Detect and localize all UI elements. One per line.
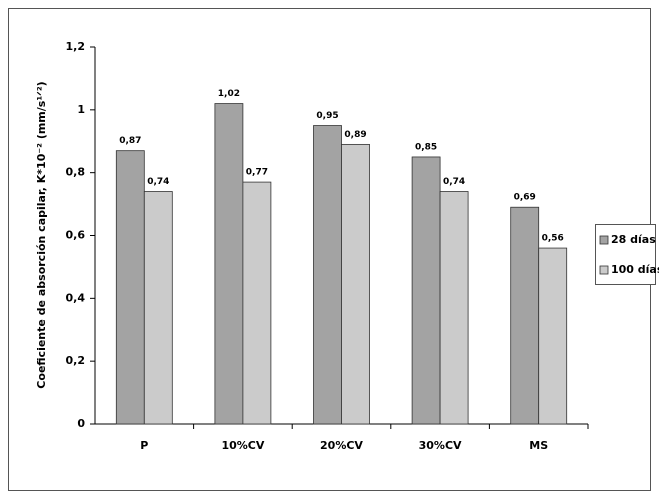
legend-label: 28 días <box>611 233 656 246</box>
bar <box>143 191 173 425</box>
legend <box>595 224 656 285</box>
bar <box>341 143 370 425</box>
bar <box>411 156 441 425</box>
y-tick-label: 1,2 <box>66 40 86 53</box>
y-tick-label: 0,8 <box>66 166 86 179</box>
y-tick-label: 0,2 <box>66 354 86 367</box>
value-label: 0,85 <box>415 142 437 152</box>
x-tick-label: MS <box>529 439 548 452</box>
bar <box>115 150 145 425</box>
bar <box>439 191 469 425</box>
y-tick-label: 0,4 <box>66 291 86 304</box>
x-tick-label: P <box>140 439 148 452</box>
value-label: 0,87 <box>119 136 141 146</box>
bar <box>214 103 244 425</box>
x-tick-label: 30%CV <box>419 439 462 452</box>
x-tick-label: 10%CV <box>221 439 264 452</box>
legend-swatch <box>599 265 609 275</box>
bar <box>510 206 540 425</box>
bar <box>538 247 568 425</box>
y-tick-label: 0,6 <box>66 229 86 242</box>
y-axis-label: Coeficiente de absorción capilar, K*10⁻²… <box>35 81 48 388</box>
bar <box>242 181 272 425</box>
value-label: 0,95 <box>316 111 338 121</box>
bar <box>313 125 342 425</box>
y-tick-label: 0 <box>77 417 85 430</box>
value-label: 0,74 <box>443 177 465 187</box>
legend-label: 100 días <box>611 263 659 276</box>
value-label: 0,74 <box>147 177 169 187</box>
value-label: 0,56 <box>542 234 564 244</box>
value-label: 0,77 <box>246 168 268 178</box>
value-label: 0,69 <box>514 193 536 203</box>
legend-swatch <box>599 235 609 245</box>
value-label: 1,02 <box>218 89 240 99</box>
y-tick-label: 1 <box>77 103 85 116</box>
value-label: 0,89 <box>344 130 366 140</box>
x-tick-label: 20%CV <box>320 439 363 452</box>
